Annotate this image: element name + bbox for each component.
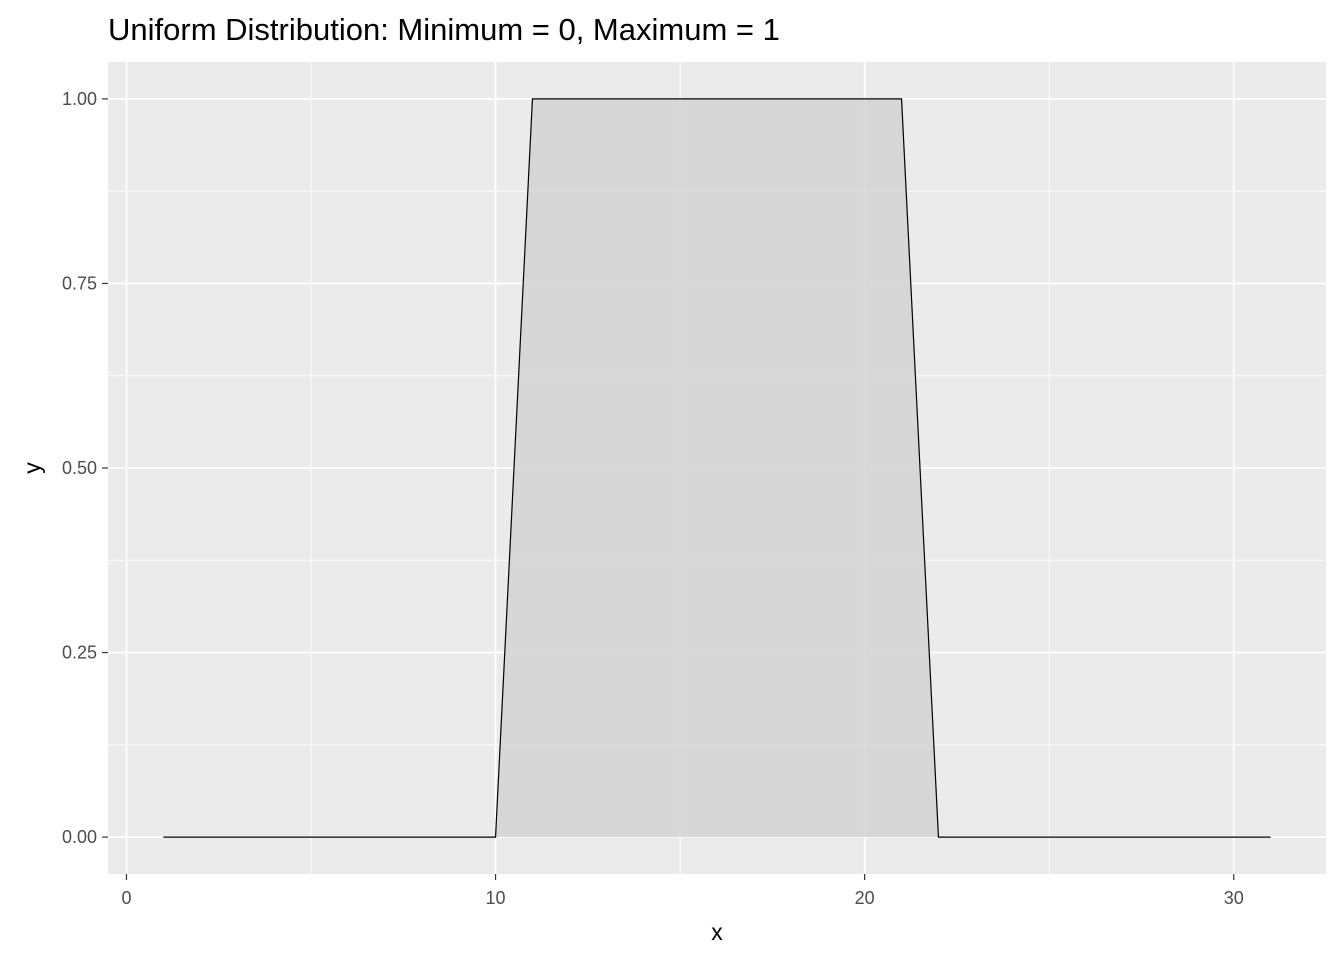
y-axis-title: y (19, 462, 45, 474)
y-tick-label: 0.00 (62, 827, 97, 847)
y-axis: 0.00 0.25 0.50 0.75 1.00 (62, 89, 108, 847)
x-axis: 0 10 20 30 (121, 874, 1244, 908)
area-fill (163, 98, 1271, 838)
y-tick-label: 1.00 (62, 89, 97, 109)
x-axis-title: x (711, 919, 723, 945)
x-tick-label: 30 (1224, 888, 1244, 908)
x-tick-label: 10 (486, 888, 506, 908)
y-tick-label: 0.50 (62, 458, 97, 478)
series-line (163, 98, 1271, 838)
chart-title: Uniform Distribution: Minimum = 0, Maxim… (108, 12, 780, 47)
x-tick-label: 0 (121, 888, 131, 908)
x-tick-label: 20 (855, 888, 875, 908)
area-layer (163, 98, 1271, 838)
y-tick-label: 0.25 (62, 643, 97, 663)
y-tick-label: 0.75 (62, 273, 97, 293)
